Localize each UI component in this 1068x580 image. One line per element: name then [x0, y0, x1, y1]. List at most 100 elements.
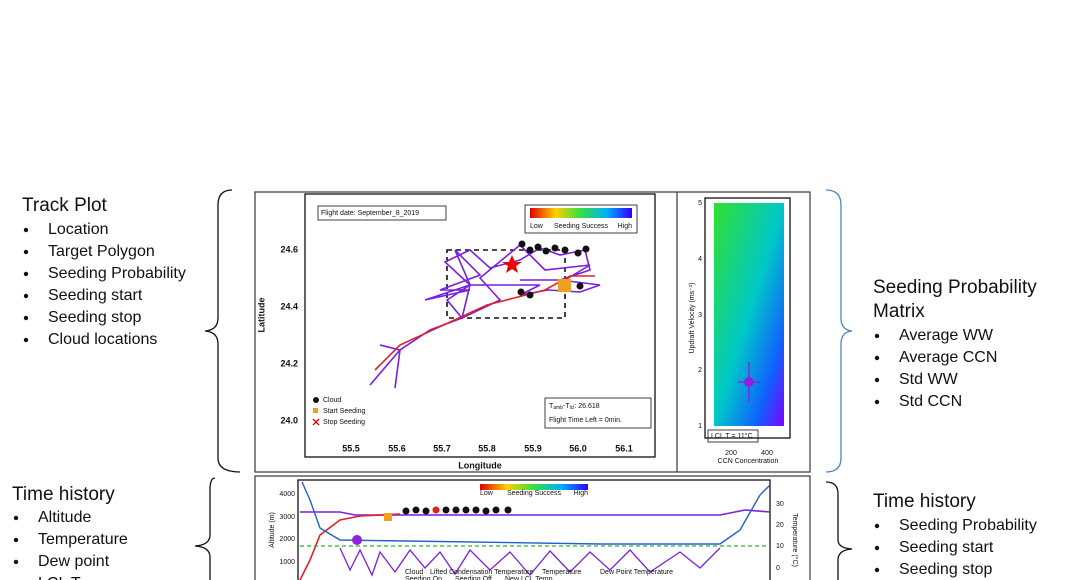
legend-label: Start Seeding [323, 408, 366, 415]
bullet [874, 523, 880, 529]
y2-axis-label: Temperature (°C) [791, 513, 799, 567]
section-title: Time history [12, 484, 115, 505]
y-tick-label: 4000 [279, 491, 295, 498]
info-line: Tamb-Tlcl: 26.618 [549, 403, 600, 411]
y-tick-label: 24.0 [280, 415, 298, 425]
info-part: : 26.618 [574, 403, 599, 410]
bullet-text: Seeding stop [48, 309, 142, 326]
colorbar-label: Seeding Success [554, 223, 609, 230]
legend-label: Stop Seeding [323, 419, 365, 426]
x-tick-label: 56.0 [569, 443, 587, 453]
legend-symbol [313, 408, 318, 413]
legend-symbol [313, 397, 319, 403]
x-tick-label: 55.7 [433, 443, 451, 453]
x-tick-label: 400 [761, 450, 773, 457]
cloud-dots [517, 240, 590, 299]
bullet [874, 545, 880, 551]
plot-frame [304, 193, 656, 458]
bullet [874, 567, 880, 573]
legend-label: Cloud [323, 397, 341, 404]
colorbar-label: Seeding Success [507, 490, 562, 497]
seeding-off [432, 506, 440, 514]
bullet [874, 399, 880, 405]
y-tick-label: 1 [698, 423, 702, 430]
y-axis-label: Altitude (m) [269, 512, 276, 548]
bullet-text: Location [48, 221, 109, 238]
flight-date: Flight date: September_8_2019 [321, 210, 419, 217]
seeding-track [374, 275, 595, 371]
y-tick-label: 24.2 [280, 358, 298, 368]
info-box [544, 397, 652, 429]
bullet-text: Seeding Probability [48, 265, 186, 282]
legend-label: Lifted Condensation Temperature [430, 569, 533, 576]
lcl-label: LCL T = 11°C [711, 432, 753, 440]
bullet-text: Dew point [38, 553, 110, 570]
section-title: Seeding Probability [873, 277, 1037, 298]
lcl-box [707, 429, 759, 443]
colorbar-high: High [574, 490, 589, 497]
y2-tick-label: 30 [776, 501, 784, 508]
section-title: Time history [873, 491, 976, 512]
x-axis-label: CCN Concentration [718, 458, 779, 465]
brace [825, 189, 853, 473]
date-box [317, 205, 447, 221]
y-axis-label: Updraft Velocity (ms⁻¹) [689, 283, 696, 354]
bullet-text: Average CCN [899, 349, 997, 366]
y-tick-label: 2 [698, 367, 702, 374]
start-marker [558, 279, 571, 292]
colorbar [530, 208, 632, 218]
x-tick-label: 55.8 [478, 443, 496, 453]
bullet [23, 337, 29, 343]
info-part: amb [553, 405, 563, 411]
legend-label: New LCL Temp [505, 576, 553, 580]
section-title: Matrix [873, 301, 925, 322]
y-tick-label: 1000 [279, 559, 295, 566]
colorbar-low: Low [530, 223, 544, 230]
x-tick-label: 56.1 [615, 443, 633, 453]
y-tick-label: 24.4 [280, 301, 298, 311]
legend-label: Temperature [542, 569, 581, 576]
bullet [23, 271, 29, 277]
y-tick-label: 3 [698, 312, 702, 319]
info-part: -T [563, 403, 570, 410]
colorbar [480, 484, 588, 490]
legend-label: Cloud [405, 569, 423, 576]
altitude-line [300, 509, 771, 516]
layout [194, 189, 853, 580]
bullet-text: Std CCN [899, 393, 962, 410]
dewpoint-line [339, 547, 721, 577]
y-tick-label: 2000 [279, 536, 295, 543]
y-tick-label: 24.6 [280, 244, 298, 254]
info-part: lcl [570, 405, 575, 411]
colorbar-low: Low [480, 490, 494, 497]
y2-tick-label: 20 [776, 522, 784, 529]
brace [825, 481, 853, 580]
info-time: Flight Time Left = 0min. [549, 417, 622, 424]
bullet [874, 333, 880, 339]
bullet [23, 293, 29, 299]
info-part: T [549, 403, 554, 410]
legend-label: Seeding On [405, 576, 442, 580]
bullet [23, 249, 29, 255]
new-lcl [352, 535, 362, 545]
x-tick-label: 200 [725, 450, 737, 457]
plot-frame [297, 479, 771, 580]
y-tick-label: 4 [698, 256, 702, 263]
bullet-text: Altitude [38, 509, 91, 526]
bullet [13, 537, 19, 543]
bullet [874, 355, 880, 361]
bullet [874, 377, 880, 383]
colorbar-box [524, 204, 638, 234]
seeding-on [384, 513, 392, 521]
y2-tick-label: 0 [776, 565, 780, 572]
y-tick-label: 5 [698, 200, 702, 207]
brace [194, 477, 216, 580]
cloud-dots [402, 506, 512, 515]
x-axis-label: Longitude [458, 460, 502, 470]
legend-symbol [312, 418, 320, 426]
bullet-text: Cloud locations [48, 331, 157, 348]
x-tick-label: 55.9 [524, 443, 542, 453]
y-tick-label: 3000 [279, 514, 295, 521]
bullet [23, 227, 29, 233]
